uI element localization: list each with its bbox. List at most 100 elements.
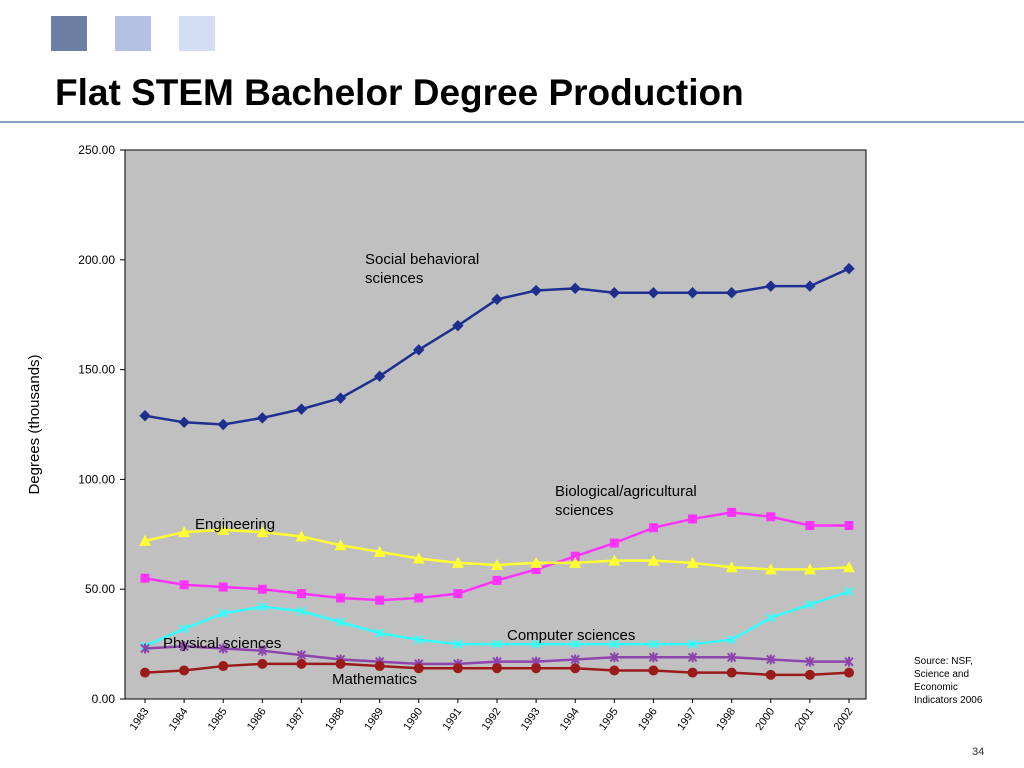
plot-area xyxy=(124,149,867,700)
x-tick-label: 1985 xyxy=(206,706,230,733)
x-tick-label: 1995 xyxy=(597,706,621,733)
series-annotation: sciences xyxy=(555,502,613,519)
data-point xyxy=(218,582,228,592)
data-point xyxy=(140,667,150,678)
data-point xyxy=(804,669,815,680)
x-tick-label: 1984 xyxy=(167,706,191,733)
data-point xyxy=(492,575,502,585)
x-tick-label: 1998 xyxy=(714,706,738,733)
data-point xyxy=(844,586,854,597)
data-point xyxy=(218,608,228,619)
source-note: Source: NSF, Science and Economic Indica… xyxy=(914,656,983,706)
data-point xyxy=(413,344,425,356)
data-point xyxy=(492,639,502,649)
series-annotation: Mathematics xyxy=(332,671,417,688)
x-tick-label: 1997 xyxy=(675,706,699,733)
data-point xyxy=(608,554,621,566)
data-point xyxy=(766,613,776,623)
data-point xyxy=(570,551,580,561)
data-point xyxy=(178,416,190,429)
x-tick-label: 1991 xyxy=(440,706,464,733)
series-annotation: Social behavioral xyxy=(365,251,479,268)
y-tick-label: 150.00 xyxy=(78,363,115,377)
data-point xyxy=(453,589,463,599)
y-axis-label: Degrees (thousands) xyxy=(26,354,43,494)
data-point xyxy=(492,663,502,674)
data-point xyxy=(609,639,620,649)
data-point xyxy=(766,654,776,665)
data-point xyxy=(296,606,307,616)
data-point xyxy=(765,669,776,680)
data-point xyxy=(217,418,229,431)
x-tick-label: 1989 xyxy=(362,706,386,733)
data-point xyxy=(688,514,698,524)
data-point xyxy=(256,526,269,538)
data-point xyxy=(687,667,698,678)
data-point xyxy=(335,658,346,669)
data-point xyxy=(766,512,776,522)
data-point xyxy=(804,280,816,292)
accent-square-light xyxy=(179,16,215,51)
data-point xyxy=(375,595,385,605)
data-point xyxy=(686,556,699,568)
data-point xyxy=(217,523,230,535)
data-point xyxy=(296,589,306,599)
series-annotation: Biological/agricultural xyxy=(555,483,697,500)
x-tick-label: 1987 xyxy=(284,706,308,733)
y-tick-label: 250.00 xyxy=(78,143,115,157)
data-point xyxy=(805,656,815,667)
data-point xyxy=(412,552,425,564)
data-point xyxy=(686,287,699,299)
x-tick-label: 1996 xyxy=(636,706,660,733)
data-point xyxy=(336,593,346,603)
data-point xyxy=(256,412,269,424)
data-point xyxy=(218,661,229,672)
data-point xyxy=(452,319,464,332)
data-point xyxy=(648,665,659,676)
data-point xyxy=(295,530,308,542)
y-tick-label: 100.00 xyxy=(78,472,115,486)
data-point xyxy=(257,658,268,669)
data-point xyxy=(452,663,463,674)
data-point xyxy=(609,665,620,676)
data-point xyxy=(844,656,854,667)
data-point xyxy=(414,593,424,603)
data-point xyxy=(179,580,189,590)
data-point xyxy=(803,563,816,575)
data-point xyxy=(295,403,308,415)
data-point xyxy=(334,392,347,404)
data-point xyxy=(726,635,737,645)
data-point xyxy=(687,652,698,663)
data-point xyxy=(805,521,815,531)
data-point xyxy=(453,639,463,649)
data-point xyxy=(373,370,386,382)
accent-square-medium xyxy=(115,16,151,51)
data-point xyxy=(257,584,267,594)
data-point xyxy=(413,663,424,674)
data-point xyxy=(334,539,347,551)
data-point xyxy=(647,287,660,299)
data-point xyxy=(218,643,228,654)
data-point xyxy=(570,663,581,674)
data-point xyxy=(257,602,268,612)
data-point xyxy=(570,654,580,665)
data-point xyxy=(373,545,386,557)
data-point xyxy=(335,617,346,627)
data-point xyxy=(374,628,385,638)
data-point xyxy=(843,262,855,275)
data-point xyxy=(805,599,815,610)
data-point xyxy=(531,564,541,574)
data-point xyxy=(531,639,541,649)
data-point xyxy=(179,665,190,676)
data-point xyxy=(491,293,503,306)
data-point xyxy=(844,521,854,531)
data-point xyxy=(179,624,189,634)
data-point xyxy=(648,523,658,533)
data-point xyxy=(764,563,777,575)
slide-title: Flat STEM Bachelor Degree Production xyxy=(55,72,744,113)
data-point xyxy=(451,556,464,568)
x-tick-label: 1993 xyxy=(519,706,543,733)
data-point xyxy=(727,507,737,517)
data-point xyxy=(530,556,543,568)
